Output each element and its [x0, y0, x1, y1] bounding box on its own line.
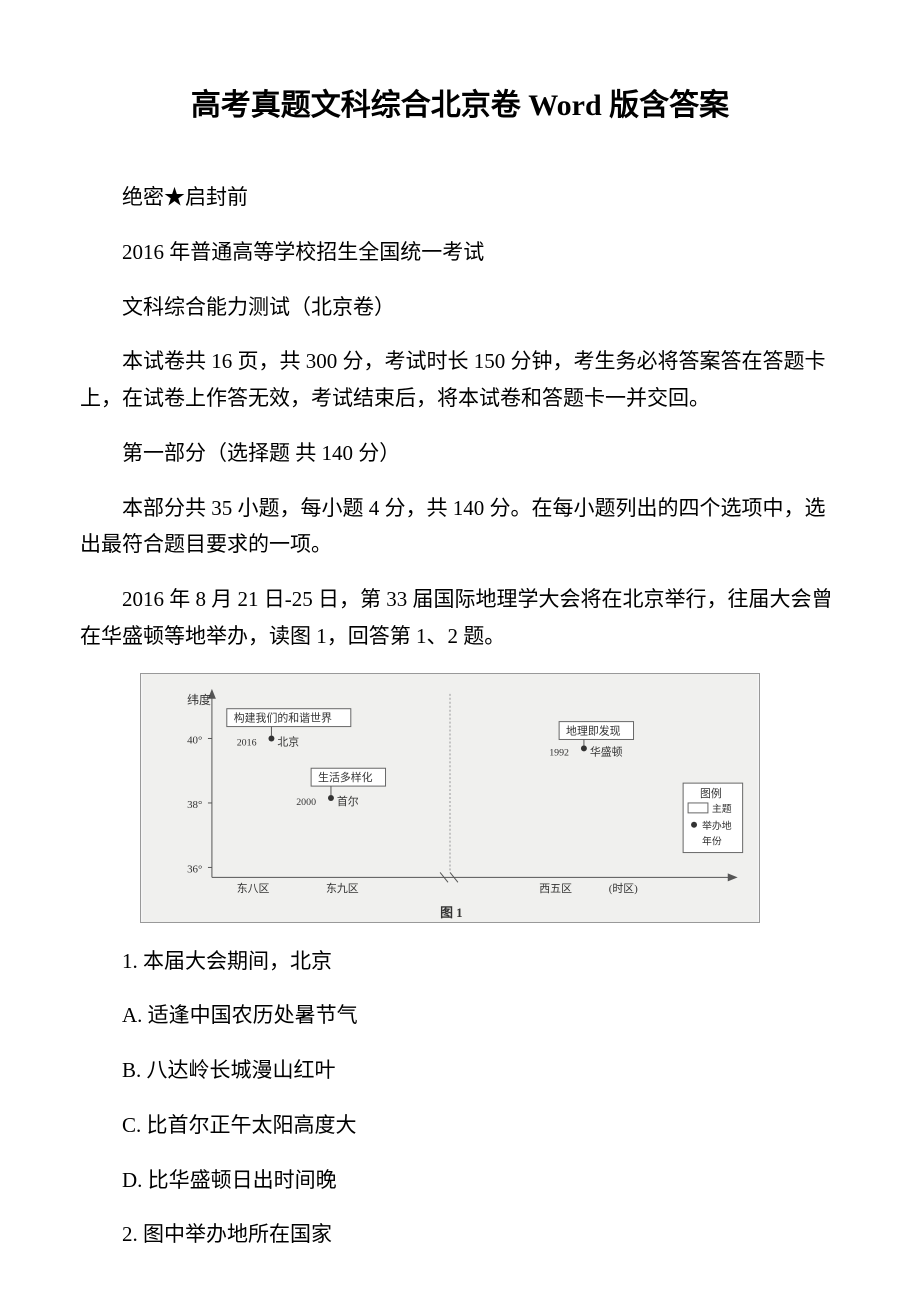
- beijing-marker: [268, 735, 274, 741]
- instructions-paragraph: 本试卷共 16 页，共 300 分，考试时长 150 分钟，考生务必将答案答在答…: [80, 343, 840, 417]
- question-1-option-d: D. 比华盛顿日出时间晚: [80, 1162, 840, 1199]
- figure-1: 40° 38° 36° 纬度 东八区 东九区 西五区 (时区) 构建我们的和谐世…: [140, 673, 760, 923]
- section-heading: 第一部分（选择题 共 140 分）: [80, 435, 840, 472]
- washington-year: 1992: [549, 747, 569, 758]
- x-tick-west5: 西五区: [539, 883, 572, 895]
- y-tick-36-label: 36°: [187, 863, 202, 875]
- legend-year-label: 年份: [702, 834, 722, 847]
- figure-caption: 图 1: [440, 906, 463, 920]
- seoul-year: 2000: [296, 796, 316, 807]
- legend-title: 图例: [700, 786, 722, 800]
- seoul-theme-text: 生活多样化: [318, 770, 373, 784]
- question-2-stem: 2. 图中举办地所在国家: [80, 1216, 840, 1253]
- x-tick-east8: 东八区: [237, 882, 270, 895]
- question-1-option-a: A. 适逢中国农历处暑节气: [80, 997, 840, 1034]
- y-axis-title: 纬度: [187, 692, 211, 706]
- question-context: 2016 年 8 月 21 日-25 日，第 33 届国际地理学大会将在北京举行…: [80, 581, 840, 655]
- confidential-line: 绝密★启封前: [80, 179, 840, 216]
- page-title: 高考真题文科综合北京卷 Word 版含答案: [80, 80, 840, 124]
- section-instructions: 本部分共 35 小题，每小题 4 分，共 140 分。在每小题列出的四个选项中，…: [80, 490, 840, 564]
- x-tick-east9: 东九区: [326, 882, 359, 895]
- legend-theme-icon: [688, 802, 708, 812]
- legend-marker-icon: [691, 821, 697, 827]
- question-1-option-b: B. 八达岭长城漫山红叶: [80, 1052, 840, 1089]
- exam-year-line: 2016 年普通高等学校招生全国统一考试: [80, 234, 840, 271]
- figure-1-svg: 40° 38° 36° 纬度 东八区 东九区 西五区 (时区) 构建我们的和谐世…: [141, 674, 759, 922]
- beijing-year: 2016: [237, 737, 257, 748]
- seoul-marker: [328, 795, 334, 801]
- x-tick-timezone: (时区): [609, 882, 638, 895]
- washington-marker: [581, 745, 587, 751]
- beijing-theme-text: 构建我们的和谐世界: [234, 710, 332, 724]
- exam-subject-line: 文科综合能力测试（北京卷）: [80, 289, 840, 326]
- legend-theme-label: 主题: [712, 802, 732, 814]
- question-1-stem: 1. 本届大会期间，北京: [80, 943, 840, 980]
- washington-city: 华盛顿: [590, 744, 623, 758]
- beijing-city: 北京: [277, 734, 299, 748]
- legend-city-label: 举办地: [702, 818, 732, 831]
- y-tick-40-label: 40°: [187, 734, 202, 746]
- question-1-option-c: C. 比首尔正午太阳高度大: [80, 1107, 840, 1144]
- washington-theme-text: 地理即发现: [566, 723, 621, 737]
- seoul-city: 首尔: [337, 794, 359, 807]
- y-tick-38-label: 38°: [187, 798, 202, 810]
- figure-1-container: 40° 38° 36° 纬度 东八区 东九区 西五区 (时区) 构建我们的和谐世…: [140, 673, 760, 923]
